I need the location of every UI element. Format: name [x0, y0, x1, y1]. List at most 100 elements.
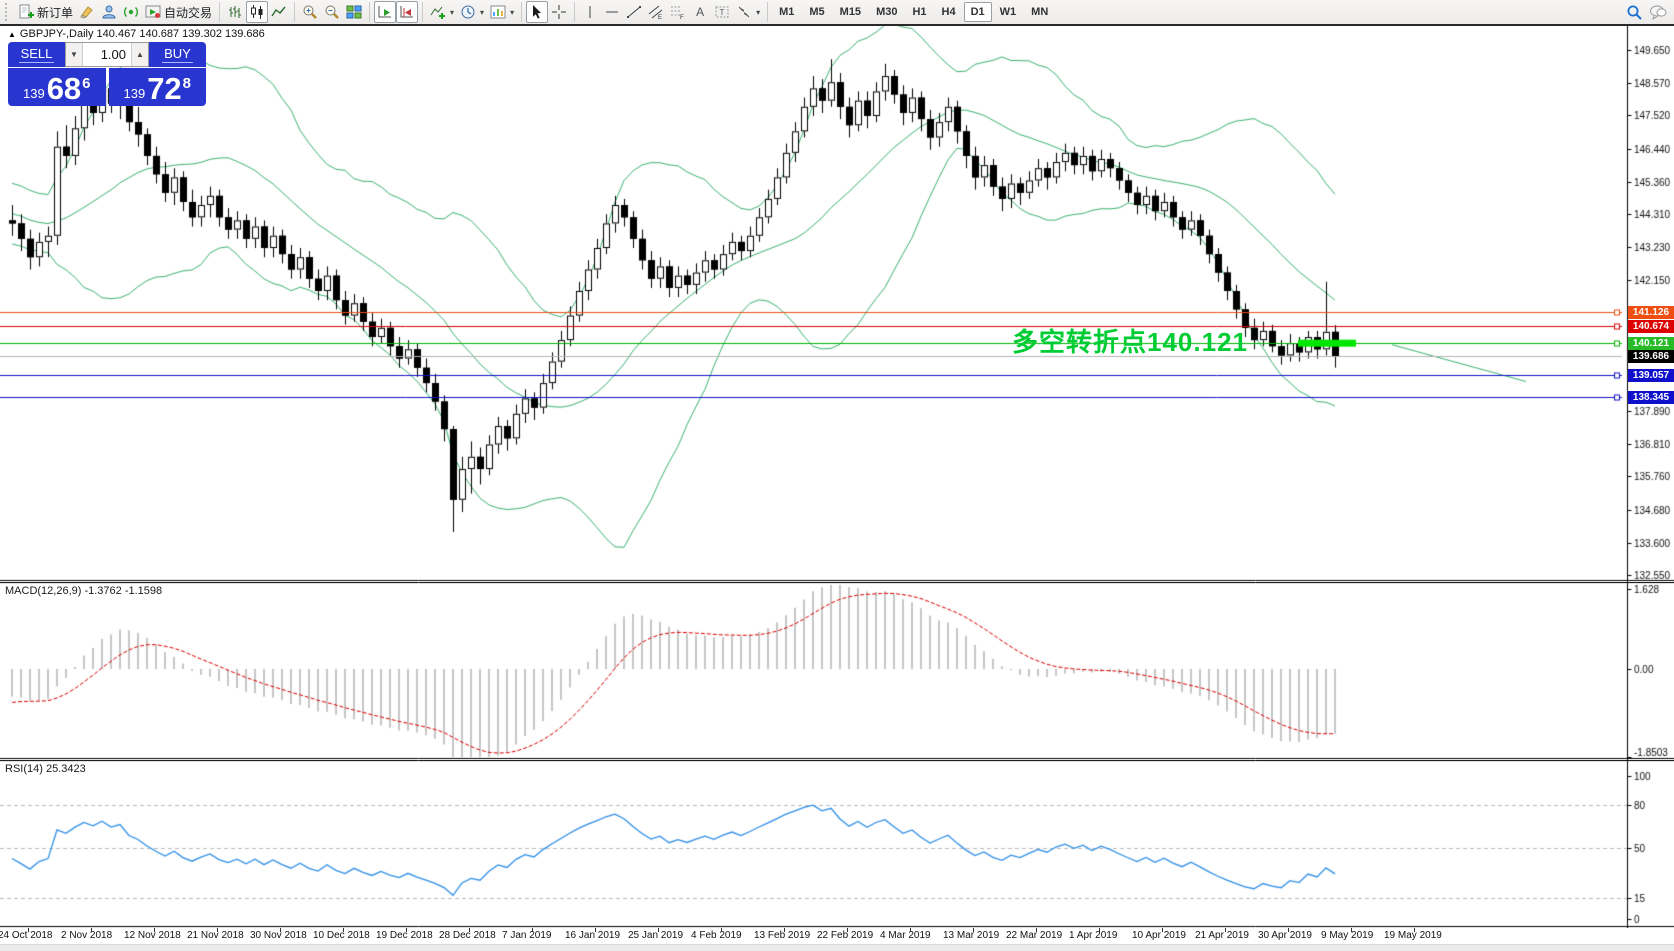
cursor-icon	[529, 4, 545, 20]
timeframe-button-M5[interactable]: M5	[809, 6, 825, 18]
one-click-trading-panel: SELL ▼ 1.00 ▲ BUY 139 68 6 139 72 8	[8, 42, 206, 106]
rsi-canvas[interactable]	[0, 760, 1674, 928]
template-icon	[490, 4, 506, 20]
time-axis[interactable]: 24 Oct 2018 2 Nov 2018 12 Nov 2018 21 Nov 2…	[0, 928, 1674, 944]
horizontal-line-button[interactable]	[601, 1, 623, 23]
channel-icon: E	[648, 4, 664, 20]
date-label: 25 Jan 2019	[628, 930, 684, 941]
date-label: 13 Mar 2019	[943, 930, 1000, 941]
vertical-line-button[interactable]	[579, 1, 601, 23]
toolbar-separator	[294, 2, 296, 22]
auto-trading-icon	[145, 4, 161, 20]
line-chart-button[interactable]	[268, 1, 290, 23]
toolbar-separator	[767, 2, 769, 22]
toolbar-separator	[521, 2, 523, 22]
chat-button[interactable]	[1646, 1, 1670, 23]
date-tick	[217, 928, 218, 932]
crosshair-button[interactable]	[548, 1, 570, 23]
date-label: 1 Apr 2019	[1069, 930, 1118, 941]
community-button[interactable]	[98, 1, 120, 23]
timeframe-button-H4[interactable]: H4	[941, 6, 956, 18]
toolbar-separator	[219, 2, 221, 22]
toolbar-separator	[369, 2, 371, 22]
date-label: 24 Oct 2018	[0, 930, 53, 941]
timeframe-button-MN[interactable]: MN	[1031, 6, 1049, 18]
sell-price-display[interactable]: 139 68 6	[8, 68, 106, 106]
date-tick	[280, 928, 281, 932]
date-label: 10 Dec 2018	[313, 930, 370, 941]
timeframe-button-M30[interactable]: M30	[876, 6, 898, 18]
timeframe-button-W1[interactable]: W1	[999, 6, 1017, 18]
volume-increase-button[interactable]: ▲	[131, 43, 148, 66]
toolbar-drag-handle[interactable]	[5, 3, 11, 21]
price-line-badge: 140.121	[1628, 337, 1674, 350]
main-chart-canvas[interactable]	[0, 26, 1674, 582]
date-tick	[1036, 928, 1037, 932]
line-chart-icon	[271, 4, 287, 20]
zoom-in-button[interactable]	[299, 1, 321, 23]
signals-button[interactable]	[120, 1, 142, 23]
bar-chart-button[interactable]	[224, 1, 246, 23]
buy-price-pips: 72	[147, 71, 182, 106]
text-button[interactable]: A	[689, 1, 711, 23]
volume-decrease-button[interactable]: ▼	[66, 43, 83, 66]
search-button[interactable]	[1623, 1, 1646, 23]
fibonacci-icon: F	[670, 4, 686, 20]
indicators-button[interactable]: ▾	[427, 1, 457, 23]
auto-trading-button[interactable]: 自动交易	[142, 1, 215, 23]
macd-canvas[interactable]	[0, 582, 1674, 760]
buy-button[interactable]: BUY	[149, 42, 206, 67]
auto-scroll-button[interactable]	[374, 1, 397, 23]
chart-shift-button[interactable]	[396, 1, 419, 23]
sell-price-figure: 139	[22, 86, 45, 101]
fibonacci-button[interactable]: F	[667, 1, 689, 23]
arrows-button[interactable]: ▾	[733, 1, 763, 23]
timeframe-button-M15[interactable]: M15	[839, 6, 862, 18]
candlestick-chart-button[interactable]	[246, 1, 269, 23]
buy-price-point: 8	[182, 75, 192, 92]
date-tick	[1225, 928, 1226, 932]
date-tick	[532, 928, 533, 932]
periods-button[interactable]: ▾	[457, 1, 487, 23]
date-tick	[1099, 928, 1100, 932]
cursor-button[interactable]	[526, 1, 549, 23]
ohlc-bars-icon	[227, 4, 243, 20]
date-label: 9 May 2019	[1321, 930, 1374, 941]
text-label-button[interactable]: T	[711, 1, 733, 23]
date-label: 2 Nov 2018	[61, 930, 113, 941]
search-icon	[1626, 4, 1643, 21]
dropdown-arrow-icon: ▾	[756, 7, 761, 17]
clock-icon	[460, 4, 476, 20]
buy-price-display[interactable]: 139 72 8	[108, 68, 206, 106]
svg-text:T: T	[720, 8, 725, 17]
zoom-out-button[interactable]	[321, 1, 343, 23]
new-order-label: 新订单	[37, 5, 74, 20]
date-tick	[784, 928, 785, 932]
equidistant-channel-button[interactable]: E	[645, 1, 667, 23]
new-order-button[interactable]: 新订单	[15, 1, 76, 23]
sell-button[interactable]: SELL	[8, 42, 65, 67]
date-label: 22 Mar 2019	[1006, 930, 1063, 941]
zoom-in-icon	[302, 4, 318, 20]
templates-button[interactable]: ▾	[487, 1, 517, 23]
date-label: 30 Apr 2019	[1258, 930, 1312, 941]
timeframe-button-H1[interactable]: H1	[912, 6, 927, 18]
highlight-button[interactable]	[76, 1, 98, 23]
volume-value[interactable]: 1.00	[100, 47, 126, 62]
date-tick	[343, 928, 344, 932]
timeframe-button-M1[interactable]: M1	[779, 6, 795, 18]
price-line-badge: 140.674	[1628, 320, 1674, 333]
vertical-line-icon	[582, 4, 598, 20]
tile-windows-button[interactable]	[343, 1, 365, 23]
date-label: 22 Feb 2019	[817, 930, 874, 941]
date-label: 19 Dec 2018	[376, 930, 433, 941]
price-axis[interactable]	[1627, 26, 1674, 582]
rsi-pane: RSI(14) 25.3423	[0, 760, 1674, 928]
timeframe-button-D1[interactable]: D1	[963, 2, 992, 22]
trendline-button[interactable]	[623, 1, 645, 23]
date-label: 10 Apr 2019	[1132, 930, 1186, 941]
date-tick	[28, 928, 29, 932]
date-label: 21 Nov 2018	[187, 930, 244, 941]
date-label: 19 May 2019	[1384, 930, 1442, 941]
macd-pane: MACD(12,26,9) -1.3762 -1.1598	[0, 582, 1674, 760]
